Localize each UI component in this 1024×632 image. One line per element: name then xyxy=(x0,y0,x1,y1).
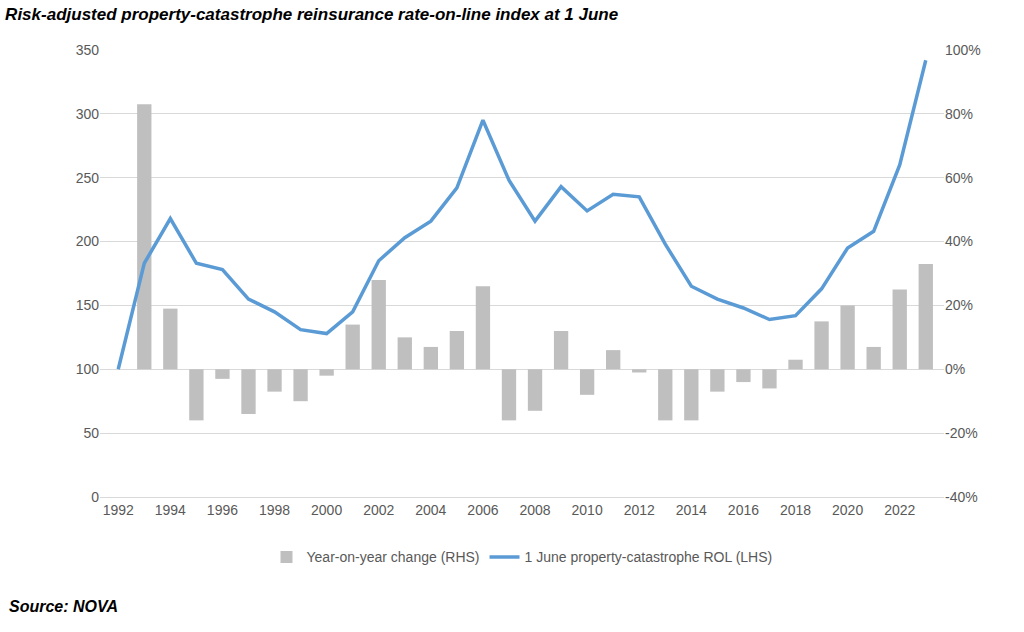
svg-text:2020: 2020 xyxy=(832,502,863,518)
svg-text:300: 300 xyxy=(76,106,100,122)
svg-text:Risk-adjusted property-catastr: Risk-adjusted property-catastrophe reins… xyxy=(5,5,618,24)
svg-text:80%: 80% xyxy=(945,106,973,122)
svg-text:150: 150 xyxy=(76,297,100,313)
svg-text:1998: 1998 xyxy=(259,502,290,518)
svg-text:-20%: -20% xyxy=(945,425,978,441)
svg-text:1 June property-catastrophe RO: 1 June property-catastrophe ROL (LHS) xyxy=(525,549,773,565)
svg-text:200: 200 xyxy=(76,233,100,249)
svg-text:2016: 2016 xyxy=(728,502,759,518)
svg-text:1992: 1992 xyxy=(103,502,134,518)
svg-text:2022: 2022 xyxy=(884,502,915,518)
svg-text:50: 50 xyxy=(83,425,99,441)
svg-text:0%: 0% xyxy=(945,361,965,377)
svg-text:250: 250 xyxy=(76,170,100,186)
svg-text:Source: NOVA: Source: NOVA xyxy=(9,598,118,615)
svg-text:2012: 2012 xyxy=(624,502,655,518)
svg-text:1994: 1994 xyxy=(155,502,186,518)
svg-text:2004: 2004 xyxy=(415,502,446,518)
svg-text:40%: 40% xyxy=(945,233,973,249)
svg-text:-40%: -40% xyxy=(945,489,978,505)
svg-text:Year-on-year change (RHS): Year-on-year change (RHS) xyxy=(307,549,480,565)
svg-text:2002: 2002 xyxy=(363,502,394,518)
svg-text:2000: 2000 xyxy=(311,502,342,518)
svg-text:2014: 2014 xyxy=(676,502,707,518)
svg-text:1996: 1996 xyxy=(207,502,238,518)
svg-text:100: 100 xyxy=(76,361,100,377)
svg-text:2010: 2010 xyxy=(572,502,603,518)
svg-text:2008: 2008 xyxy=(519,502,550,518)
svg-text:60%: 60% xyxy=(945,170,973,186)
svg-text:2018: 2018 xyxy=(780,502,811,518)
svg-text:350: 350 xyxy=(76,42,100,58)
svg-text:0: 0 xyxy=(91,489,99,505)
svg-text:2006: 2006 xyxy=(467,502,498,518)
svg-text:100%: 100% xyxy=(945,42,981,58)
svg-text:20%: 20% xyxy=(945,297,973,313)
